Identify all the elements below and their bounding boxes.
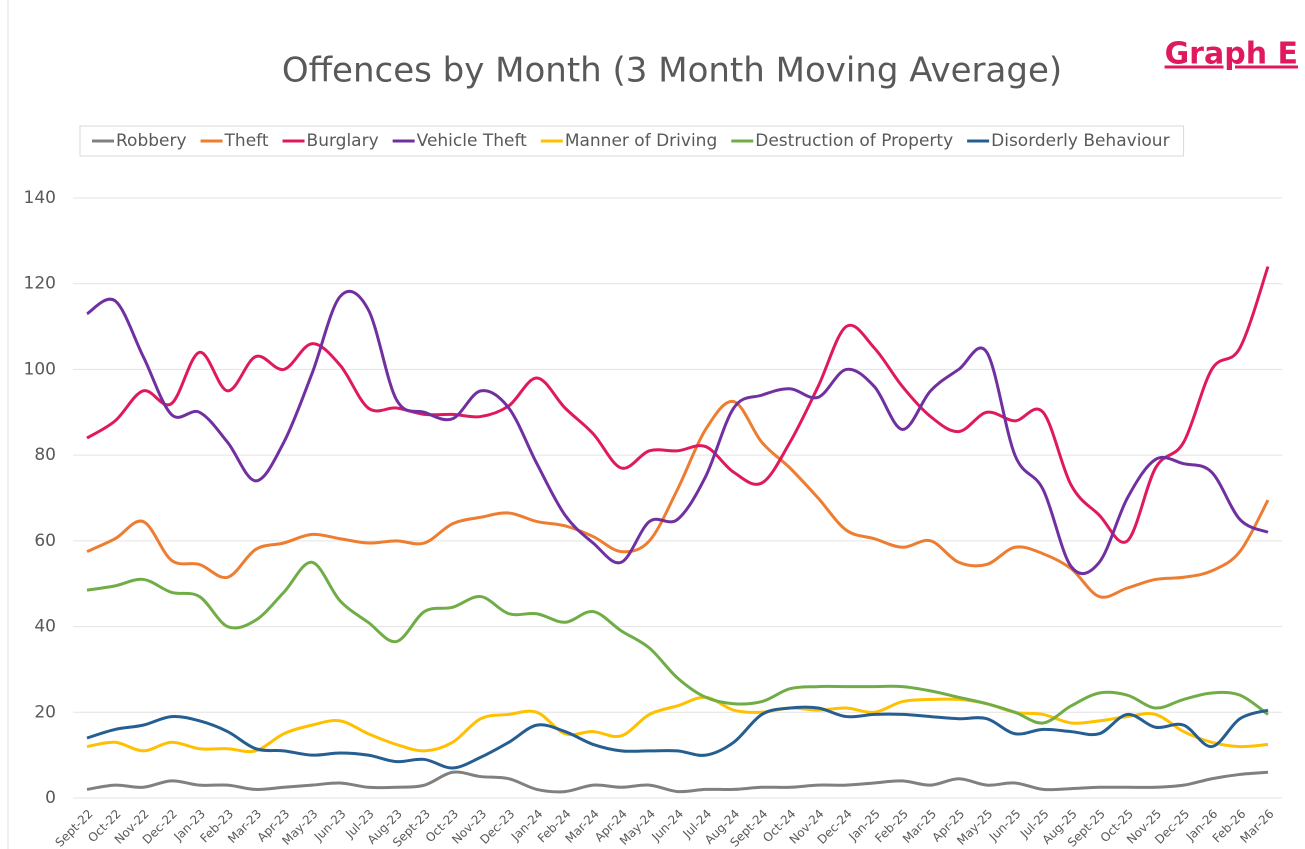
y-tick-label: 100 xyxy=(24,359,56,379)
series-line xyxy=(86,560,1269,725)
legend-box xyxy=(79,125,1185,157)
y-tick-label: 40 xyxy=(34,617,56,637)
legend-label: Manner of Driving xyxy=(565,131,717,151)
series-line xyxy=(86,770,1269,794)
graph-label: Graph E xyxy=(1165,37,1298,72)
legend-label: Destruction of Property xyxy=(755,131,953,151)
legend-label: Robbery xyxy=(116,131,187,151)
y-tick-label: 120 xyxy=(24,274,56,294)
x-tick-label: Jun-24 xyxy=(648,807,686,845)
y-tick-label: 140 xyxy=(24,188,56,208)
series-line xyxy=(86,289,1269,576)
series-line xyxy=(86,266,1270,544)
legend-label: Vehicle Theft xyxy=(417,131,528,151)
series-line xyxy=(86,705,1269,770)
series-line xyxy=(86,695,1269,754)
series-line xyxy=(86,400,1270,599)
legend-label: Theft xyxy=(224,131,269,151)
legend-label: Burglary xyxy=(307,131,379,151)
x-tick-label: Sept-22 xyxy=(53,807,96,849)
y-tick-label: 0 xyxy=(45,788,56,808)
x-tick-label: Jun-25 xyxy=(986,807,1024,845)
y-tick-label: 60 xyxy=(34,531,56,551)
legend-label: Disorderly Behaviour xyxy=(991,131,1169,151)
y-tick-label: 80 xyxy=(34,445,56,465)
x-tick-label: Jun-23 xyxy=(311,807,349,845)
chart-title: Offences by Month (3 Month Moving Averag… xyxy=(282,51,1062,91)
y-tick-label: 20 xyxy=(34,702,56,722)
